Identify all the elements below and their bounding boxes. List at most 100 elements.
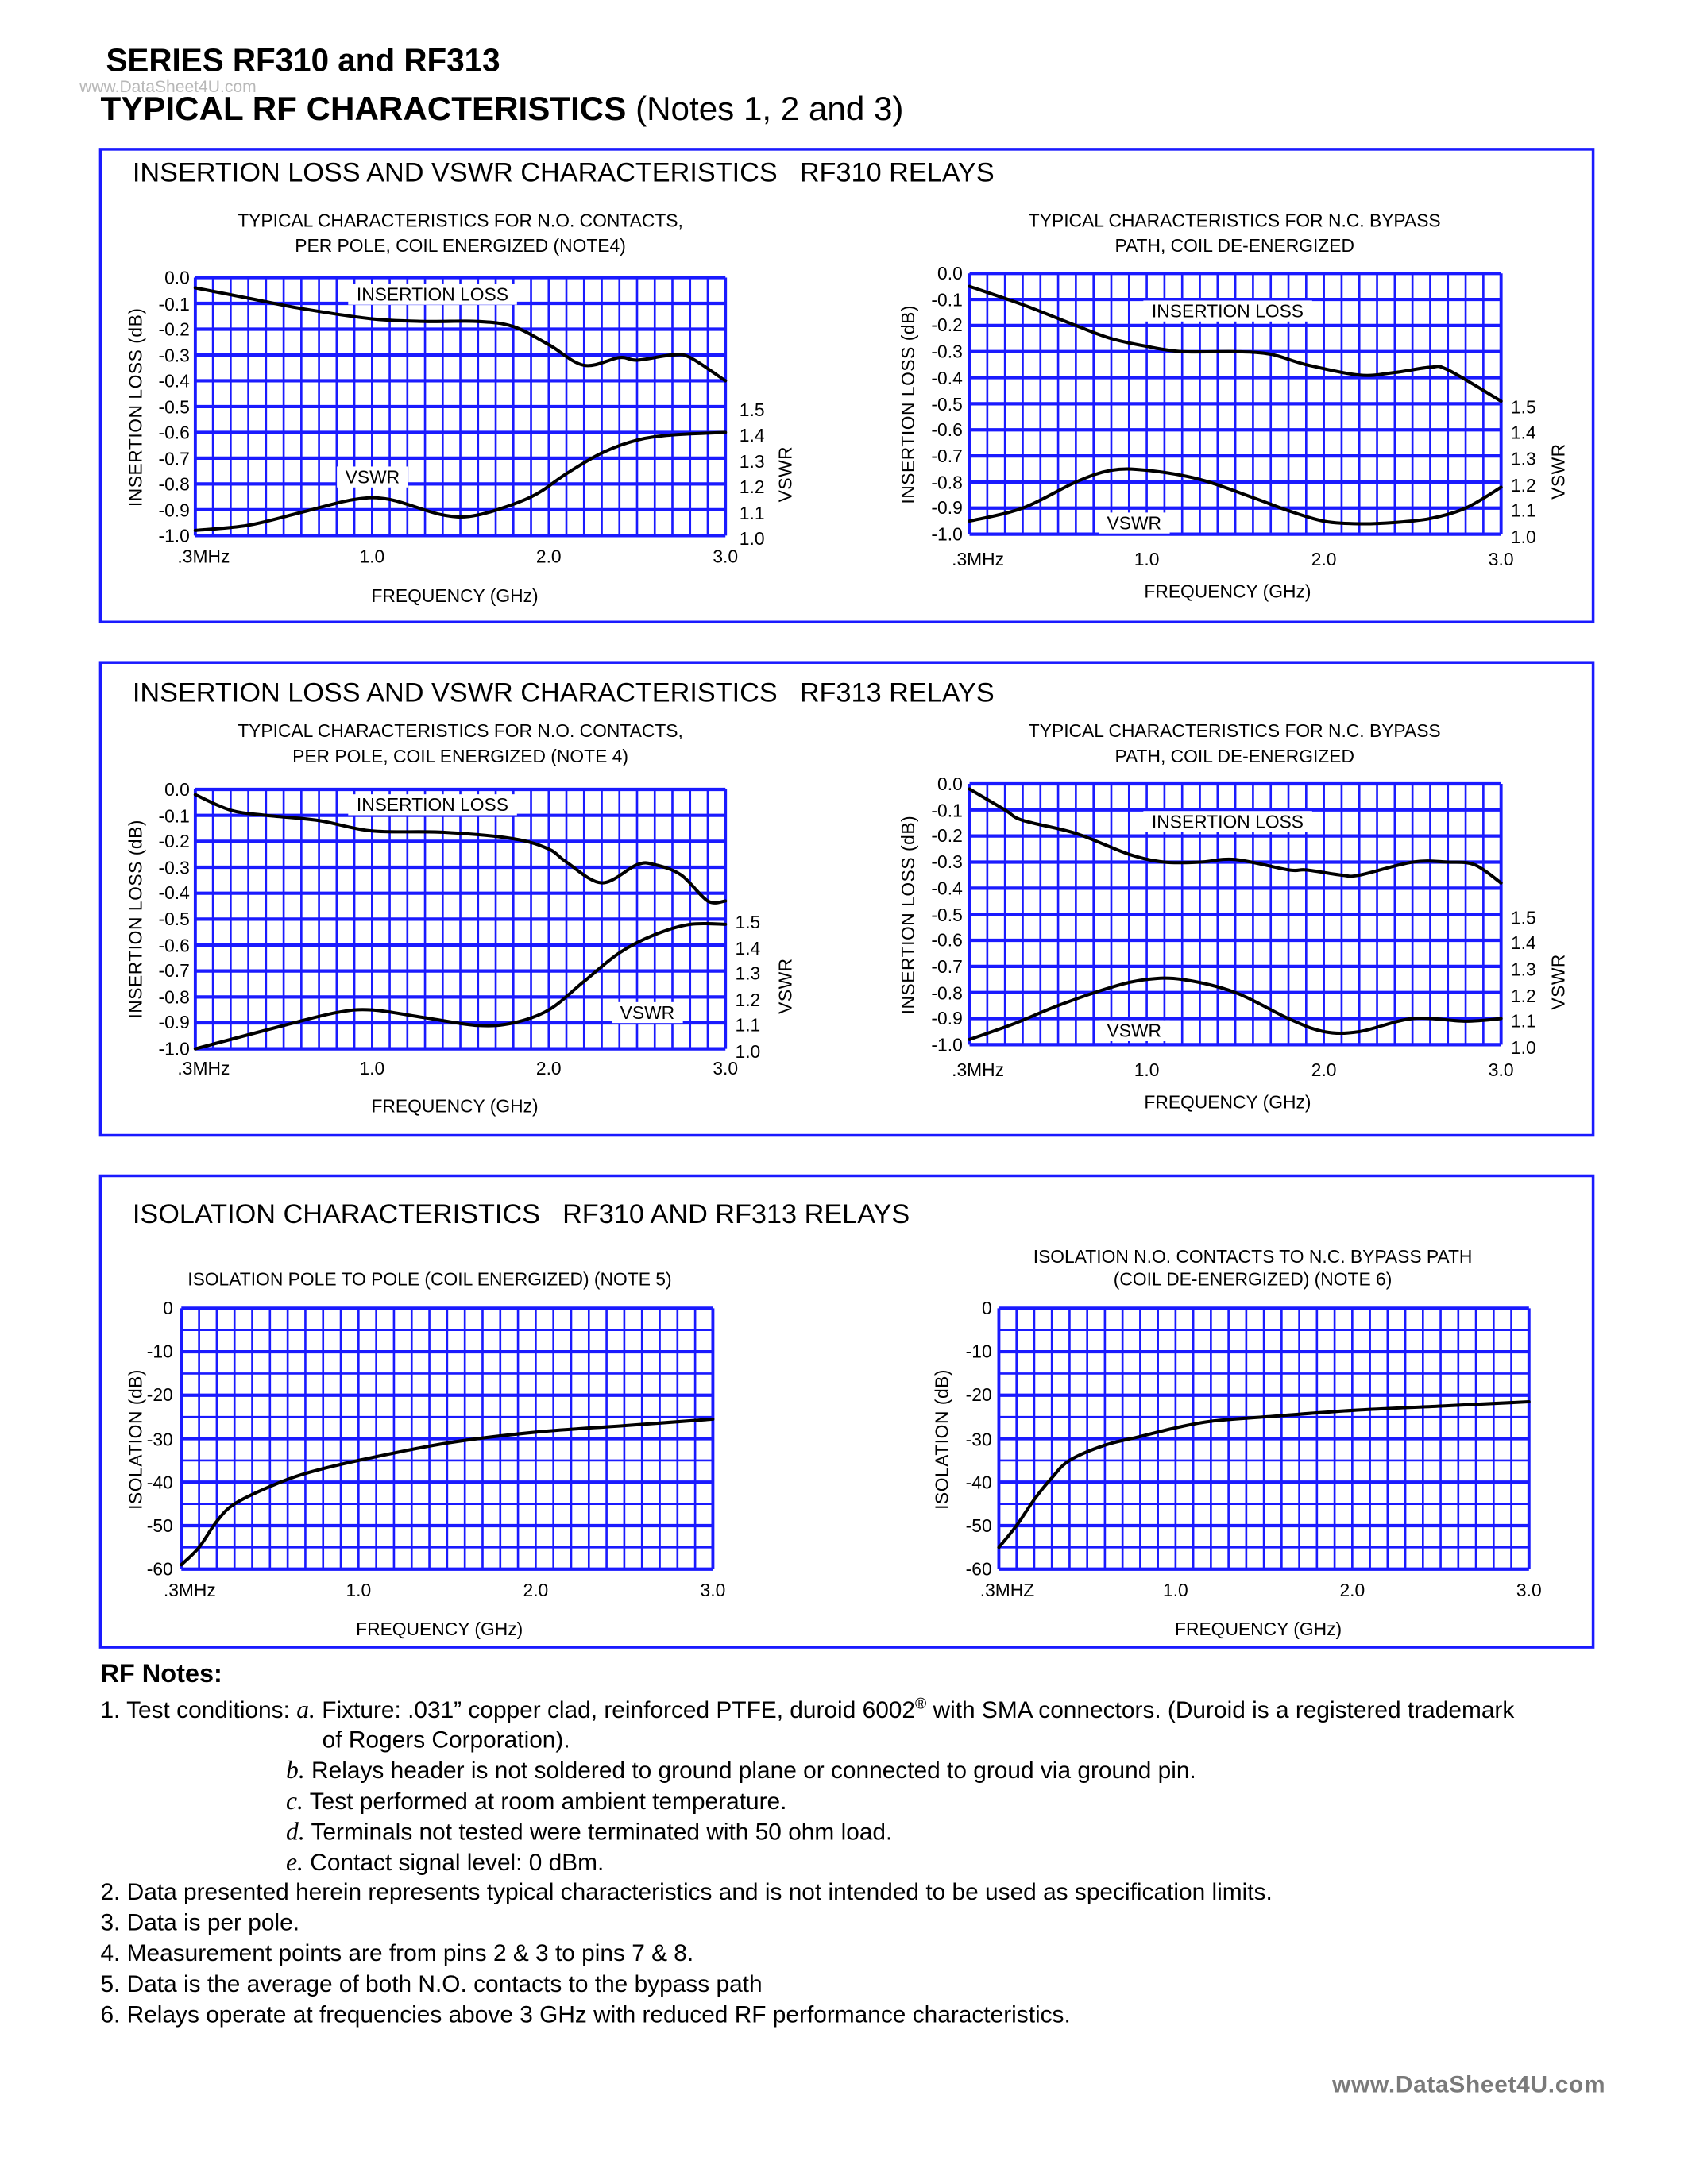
y2-tick-label: 1.0 [735, 1041, 761, 1063]
chart-subtitle: ISOLATION N.O. CONTACTS TO N.C. BYPASS P… [1033, 1246, 1473, 1268]
y-tick-label: 0.0 [937, 773, 963, 795]
note-text: Contact signal level: 0 dBm. [310, 1849, 605, 1876]
watermark-footer: www.DataSheet4U.com [1332, 2070, 1606, 2098]
y-axis-label: ISOLATION (dB) [125, 1368, 146, 1510]
y-tick-label: -0.2 [931, 825, 963, 847]
watermark-top: www.DataSheet4U.com [79, 76, 257, 97]
y-tick-label: -0.9 [931, 1008, 963, 1029]
curve-vswr [193, 921, 728, 1051]
section-heading: ISOLATION CHARACTERISTICS RF310 AND RF313… [133, 1199, 910, 1231]
y-axis-label: INSERTION LOSS (dB) [898, 814, 919, 1014]
main-title-bold: TYPICAL RF CHARACTERISTICS [100, 91, 627, 129]
section-subtitle: RF313 RELAYS [799, 677, 995, 709]
y2-tick-label: 1.5 [735, 911, 761, 933]
series-label-vswr: VSWR [1099, 512, 1170, 534]
y-tick-label: -0.6 [158, 422, 190, 443]
chart-subtitle: TYPICAL CHARACTERISTICS FOR N.O. CONTACT… [238, 720, 683, 742]
series-label-insertion-loss: INSERTION LOSS [348, 794, 517, 816]
x-tick-label: 2.0 [1339, 1579, 1365, 1601]
y2-tick-label: 1.0 [1510, 1036, 1536, 1059]
curve-isolation [997, 1399, 1531, 1549]
x-tick-label: 1.0 [346, 1579, 372, 1601]
y-tick-label: -50 [146, 1515, 173, 1537]
y-tick-label: -0.1 [158, 805, 190, 826]
section-title: INSERTION LOSS AND VSWR CHARACTERISTICS [132, 157, 778, 189]
x-axis-label: FREQUENCY (GHz) [1144, 581, 1311, 602]
y2-tick-label: 1.1 [1510, 500, 1536, 522]
note-1d: d. Terminals not tested were terminated … [100, 1817, 1635, 1847]
y-tick-label: -0.1 [931, 288, 963, 311]
main-title: TYPICAL RF CHARACTERISTICS (Notes 1, 2 a… [100, 91, 903, 129]
y-tick-label: -0.3 [931, 851, 963, 873]
y-tick-label: -0.7 [158, 960, 190, 982]
y2-tick-label: 1.2 [1510, 985, 1536, 1006]
x-axis-label: FREQUENCY (GHz) [1175, 1619, 1342, 1640]
x-tick-label: 2.0 [523, 1579, 549, 1601]
note-1a-continuation: of Rogers Corporation). [322, 1727, 570, 1754]
chart-5 [180, 1306, 715, 1571]
y-tick-label: -0.4 [158, 370, 190, 392]
note-text: Terminals not tested were terminated wit… [311, 1818, 893, 1846]
y-tick-label: -0.6 [931, 419, 963, 441]
chart-subtitle: TYPICAL CHARACTERISTICS FOR N.O. CONTACT… [238, 210, 683, 231]
curve-vswr [968, 976, 1503, 1041]
y-tick-label: -60 [146, 1558, 173, 1580]
y-tick-label: -30 [965, 1428, 992, 1449]
chart-subtitle: (COIL DE-ENERGIZED) (NOTE 6) [1113, 1268, 1393, 1290]
y-tick-label: 0.0 [937, 263, 963, 284]
y-tick-label: -0.3 [931, 341, 963, 362]
curve-vswr [193, 430, 728, 532]
y-tick-label: -50 [965, 1515, 992, 1537]
x-tick-label: 2.0 [1311, 549, 1337, 570]
y2-tick-label: 1.1 [739, 502, 765, 523]
y2-tick-label: 1.1 [1510, 1010, 1536, 1032]
note-1-prefix: 1. Test conditions: [100, 1696, 290, 1724]
x-tick-label: 3.0 [1488, 1059, 1514, 1081]
y2-tick-label: 1.4 [1510, 422, 1536, 443]
chart-2 [968, 272, 1503, 536]
curve-insertion-loss [193, 286, 728, 383]
x-tick-label: .3MHz [177, 546, 230, 567]
y-axis-label: ISOLATION (dB) [931, 1368, 952, 1510]
y-tick-label: -1.0 [931, 1034, 963, 1055]
curve-insertion-loss [968, 787, 1503, 885]
x-tick-label: .3MHz [952, 1059, 1005, 1081]
section-rf310-insertion-loss: INSERTION LOSS AND VSWR CHARACTERISTICS R… [98, 148, 1595, 624]
y-tick-label: -20 [965, 1384, 992, 1406]
series-label-vswr: VSWR [612, 1001, 683, 1024]
y-tick-label: -0.5 [931, 904, 963, 925]
y-axis-label: INSERTION LOSS (dB) [898, 304, 919, 504]
y-tick-label: -0.2 [931, 314, 963, 337]
y-tick-label: -0.4 [931, 878, 963, 899]
x-tick-label: 3.0 [713, 546, 739, 567]
curve-insertion-loss [968, 284, 1503, 403]
curve-vswr [968, 467, 1503, 526]
x-tick-label: 3.0 [700, 1579, 726, 1601]
chart-subtitle: PATH, COIL DE-ENERGIZED [1114, 745, 1354, 767]
series-label-vswr: VSWR [1099, 1020, 1170, 1042]
y2-axis-label: VSWR [774, 958, 796, 1014]
chart-subtitle: ISOLATION POLE TO POLE (COIL ENERGIZED) … [187, 1268, 672, 1290]
x-tick-label: 1.0 [1162, 1579, 1188, 1601]
section-isolation: ISOLATION CHARACTERISTICS RF310 AND RF313… [98, 1174, 1595, 1649]
y-tick-label: -1.0 [158, 1038, 190, 1059]
y-tick-label: -0.4 [158, 882, 190, 904]
registered-mark: ® [915, 1696, 927, 1713]
note-text: Fixture: .031” copper clad, reinforced P… [322, 1696, 916, 1724]
y2-tick-label: 1.5 [739, 399, 765, 420]
y-tick-label: -1.0 [931, 523, 963, 545]
x-tick-label: .3MHZ [979, 1579, 1035, 1601]
chart-1 [193, 276, 728, 538]
note-6: 6. Relays operate at frequencies above 3… [100, 2001, 1071, 2028]
y-tick-label: -0.1 [158, 292, 190, 314]
note-letter: d. [286, 1817, 305, 1846]
chart-subtitle: TYPICAL CHARACTERISTICS FOR N.C. BYPASS [1028, 210, 1441, 231]
series-label-vswr: VSWR [337, 466, 408, 488]
y-tick-label: -40 [146, 1472, 173, 1493]
y-tick-label: 0.0 [164, 267, 190, 288]
note-letter: c. [286, 1786, 303, 1815]
x-tick-label: 1.0 [1134, 1059, 1160, 1081]
y-tick-label: 0.0 [164, 778, 190, 801]
